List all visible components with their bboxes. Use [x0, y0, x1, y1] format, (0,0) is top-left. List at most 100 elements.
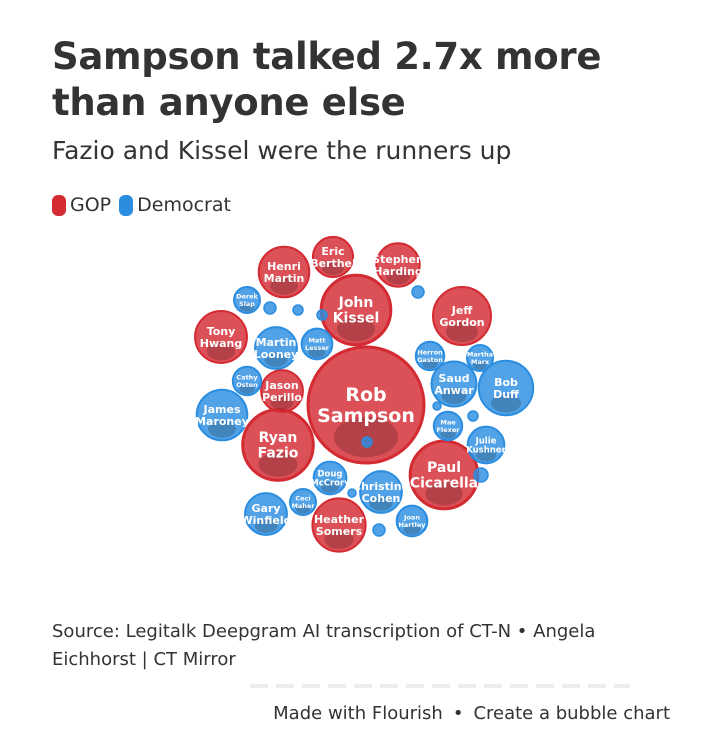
- bubble-christine-cohen[interactable]: Christine Cohen: [353, 470, 409, 514]
- bubble-joan-hartley[interactable]: Joan Hartley: [395, 504, 429, 538]
- bubble-label-heather-somers: Heather Somers: [314, 513, 365, 538]
- bubble-circle-saud-anwar[interactable]: [430, 360, 478, 408]
- small-bubble[interactable]: [473, 467, 489, 483]
- bubble-circle-martin-looney[interactable]: [254, 326, 298, 370]
- portrait-silhouette: [403, 524, 421, 535]
- bubble-saud-anwar[interactable]: Saud Anwar: [430, 360, 478, 408]
- bubble-matt-lesser[interactable]: Matt Lesser: [300, 327, 334, 361]
- made-with-flourish-link[interactable]: Made with Flourish: [273, 703, 443, 724]
- bubble-circle-bob-duff[interactable]: [477, 359, 535, 417]
- small-bubble[interactable]: [263, 301, 277, 315]
- bubble-tony-hwang[interactable]: Tony Hwang: [194, 310, 248, 364]
- create-bubble-chart-link[interactable]: Create a bubble chart: [473, 703, 670, 724]
- portrait-silhouette: [270, 277, 298, 295]
- legend-item-gop[interactable]: GOP: [52, 194, 111, 216]
- bubble-cathy-osten[interactable]: Cathy Osten: [231, 365, 263, 397]
- bubble-derek-slap[interactable]: Derek Slap: [233, 286, 261, 314]
- bubble-label-stephen-harding: Stephen Harding: [372, 253, 424, 278]
- bubble-chart: Rob Sampson Ryan Fazio John Kissel Paul Cicarel…: [194, 235, 535, 553]
- legend-label-democrat: Democrat: [137, 194, 231, 216]
- bubble-label-julie-kushner: Julie Kushner: [466, 436, 506, 455]
- small-bubble[interactable]: [361, 436, 373, 448]
- bubble-john-kissel[interactable]: John Kissel: [319, 273, 393, 347]
- bubble-gary-winfield[interactable]: Gary Winfield: [241, 492, 292, 536]
- bubble-jason-perillo[interactable]: Jason Perillo: [260, 369, 304, 413]
- portrait-silhouette: [295, 504, 311, 514]
- portrait-silhouette: [386, 269, 410, 285]
- bubble-label-gary-winfield: Gary Winfield: [241, 502, 292, 527]
- bubble-label-martha-marx: Martha Marx: [467, 351, 493, 366]
- bubble-circle-julie-kushner[interactable]: [466, 425, 506, 465]
- bubble-label-derek-slap: Derek Slap: [236, 293, 258, 308]
- bubble-circle-martha-marx[interactable]: [466, 344, 494, 372]
- small-bubble[interactable]: [292, 304, 304, 316]
- bubble-martha-marx[interactable]: Martha Marx: [466, 344, 494, 372]
- bubble-circle-cathy-osten[interactable]: [231, 365, 263, 397]
- bubble-james-maroney[interactable]: James Maroney: [195, 388, 249, 442]
- bubble-stephen-harding[interactable]: Stephen Harding: [372, 242, 424, 288]
- portrait-silhouette: [270, 395, 294, 410]
- small-bubble[interactable]: [372, 523, 386, 537]
- small-bubble[interactable]: [432, 401, 442, 411]
- portrait-silhouette: [254, 518, 278, 533]
- bubble-julie-kushner[interactable]: Julie Kushner: [466, 425, 507, 465]
- portrait-silhouette: [422, 358, 438, 369]
- chart-subtitle: Fazio and Kissel were the runners up: [52, 136, 512, 165]
- portrait-silhouette: [446, 321, 478, 343]
- portrait-silhouette: [475, 448, 497, 462]
- bubble-ceci-maher[interactable]: Ceci Maher: [289, 488, 317, 516]
- bubble-circle-tony-hwang[interactable]: [194, 310, 248, 364]
- bubble-circle-jeff-gordon[interactable]: [432, 286, 492, 346]
- portrait-silhouette: [239, 383, 255, 394]
- legend-item-democrat[interactable]: Democrat: [119, 194, 231, 216]
- bubble-circle-christine-cohen[interactable]: [359, 470, 403, 514]
- bubble-ryan-fazio[interactable]: Ryan Fazio: [241, 408, 315, 482]
- bubble-circle-joan-hartley[interactable]: [395, 504, 429, 538]
- legend-swatch-democrat: [119, 194, 134, 216]
- small-bubble[interactable]: [316, 309, 328, 321]
- bubble-label-paul-cicarella: Paul Cicarella: [410, 460, 478, 491]
- chart-title: Sampson talked 2.7x more than anyone els…: [52, 35, 602, 124]
- bubble-heather-somers[interactable]: Heather Somers: [311, 497, 367, 553]
- bubble-jeff-gordon[interactable]: Jeff Gordon: [432, 286, 492, 346]
- bubble-label-john-kissel: John Kissel: [333, 295, 380, 326]
- small-bubble[interactable]: [411, 285, 425, 299]
- bubble-circle-gary-winfield[interactable]: [244, 492, 288, 536]
- bubble-henri-martin[interactable]: Henri Martin: [257, 245, 311, 299]
- bubble-doug-mccrory[interactable]: Doug McCrory: [310, 460, 350, 496]
- bubble-eric-berthel[interactable]: Eric Berthel: [310, 235, 356, 279]
- bubble-circle-stephen-harding[interactable]: [375, 242, 421, 288]
- bubble-circle-herron-gaston[interactable]: [414, 340, 446, 372]
- flourish-footer: Made with Flourish • Create a bubble cha…: [273, 703, 670, 724]
- bubble-circle-henri-martin[interactable]: [257, 245, 311, 299]
- bubble-circle-matt-lesser[interactable]: [300, 327, 334, 361]
- bubble-circle-mae-flexer[interactable]: [432, 410, 464, 442]
- bubble-label-cathy-osten: Cathy Osten: [236, 374, 258, 389]
- portrait-silhouette: [239, 302, 255, 312]
- bubble-martin-looney[interactable]: Martin Looney: [254, 326, 299, 370]
- bubble-mae-flexer[interactable]: Mae Flexer: [432, 410, 464, 442]
- bubble-circle-ceci-maher[interactable]: [289, 488, 317, 516]
- bubble-circle-rob-sampson[interactable]: [306, 345, 426, 465]
- bubble-circle-eric-berthel[interactable]: [311, 235, 355, 279]
- bubble-label-tony-hwang: Tony Hwang: [200, 325, 243, 350]
- bubble-circle-james-maroney[interactable]: [195, 388, 249, 442]
- bubble-circle-doug-mccrory[interactable]: [312, 460, 348, 496]
- bubble-label-james-maroney: James Maroney: [195, 403, 249, 428]
- bubble-label-bob-duff: Bob Duff: [493, 376, 519, 401]
- bubble-bob-duff[interactable]: Bob Duff: [477, 359, 535, 417]
- bubble-label-eric-berthel: Eric Berthel: [310, 245, 356, 270]
- small-bubble[interactable]: [467, 410, 479, 422]
- bubble-label-doug-mccrory: Doug McCrory: [310, 469, 350, 488]
- faded-divider: [250, 684, 630, 688]
- bubble-paul-cicarella[interactable]: Paul Cicarella: [408, 439, 480, 511]
- bubble-label-ceci-maher: Ceci Maher: [291, 495, 315, 510]
- portrait-silhouette: [208, 420, 236, 438]
- small-bubble[interactable]: [347, 488, 357, 498]
- bubble-circle-derek-slap[interactable]: [233, 286, 261, 314]
- bubble-label-rob-sampson: Rob Sampson: [317, 384, 415, 427]
- bubble-herron-gaston[interactable]: Herron Gaston: [414, 340, 446, 372]
- bubble-label-henri-martin: Henri Martin: [264, 260, 305, 285]
- bubble-circle-jason-perillo[interactable]: [260, 369, 304, 413]
- bubble-circle-heather-somers[interactable]: [311, 497, 367, 553]
